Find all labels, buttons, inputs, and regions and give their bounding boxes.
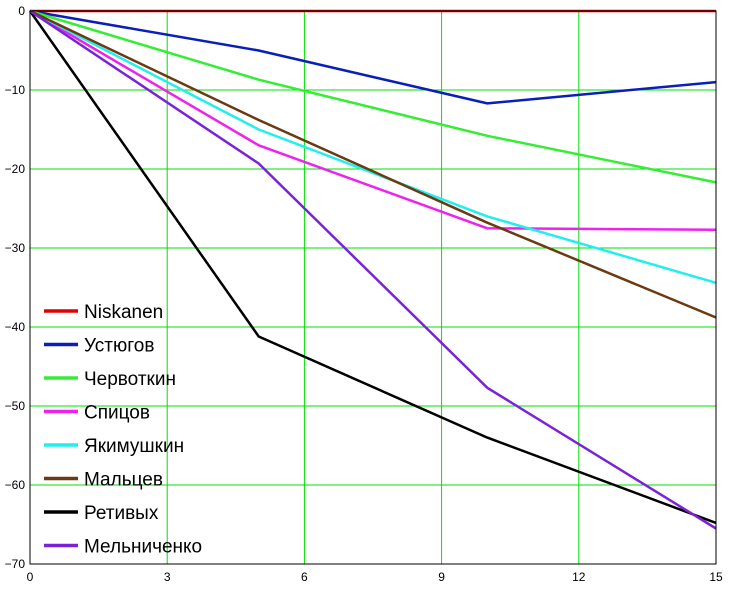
y-tick-label: −70	[5, 557, 26, 571]
series-line-4	[29, 9, 717, 232]
y-tick-label: −20	[5, 162, 26, 176]
series-line-5	[29, 9, 717, 285]
y-tick-label: −60	[5, 478, 26, 492]
series-line-6	[29, 9, 717, 319]
legend-label: Ретивых	[84, 503, 159, 524]
y-tick-label: −40	[5, 320, 26, 334]
y-tick-label: −10	[5, 83, 26, 97]
legend: Niskanen Устюгов Червоткин Спицов Якимушкин М…	[44, 302, 202, 558]
x-tick-label: 9	[438, 570, 445, 584]
x-tick-label: 3	[164, 570, 171, 584]
legend-label: Мельниченко	[84, 537, 202, 558]
x-tick-label: 12	[572, 570, 586, 584]
series-line-7	[28, 10, 717, 525]
legend-label: Niskanen	[84, 302, 163, 323]
y-tick-label: −30	[5, 241, 26, 255]
series-line-2	[29, 9, 717, 105]
legend-label: Спицов	[84, 403, 150, 424]
x-tick-label: 15	[709, 570, 723, 584]
x-tick-label: 0	[27, 570, 34, 584]
legend-label: Якимушкин	[84, 436, 184, 457]
y-tick-label: −50	[5, 399, 26, 413]
series-line-3	[29, 9, 717, 184]
axes: 0 3 6 9 12 15 0 −10 −20 −30 −40 −50 −60 −70	[5, 4, 723, 584]
legend-label: Устюгов	[84, 336, 154, 357]
series-line-8	[29, 9, 717, 530]
legend-label: Червоткин	[84, 369, 176, 390]
plot-frame	[29, 10, 717, 565]
y-tick-label: 0	[18, 4, 25, 18]
legend-label: Мальцев	[84, 470, 163, 491]
x-tick-label: 6	[301, 570, 308, 584]
